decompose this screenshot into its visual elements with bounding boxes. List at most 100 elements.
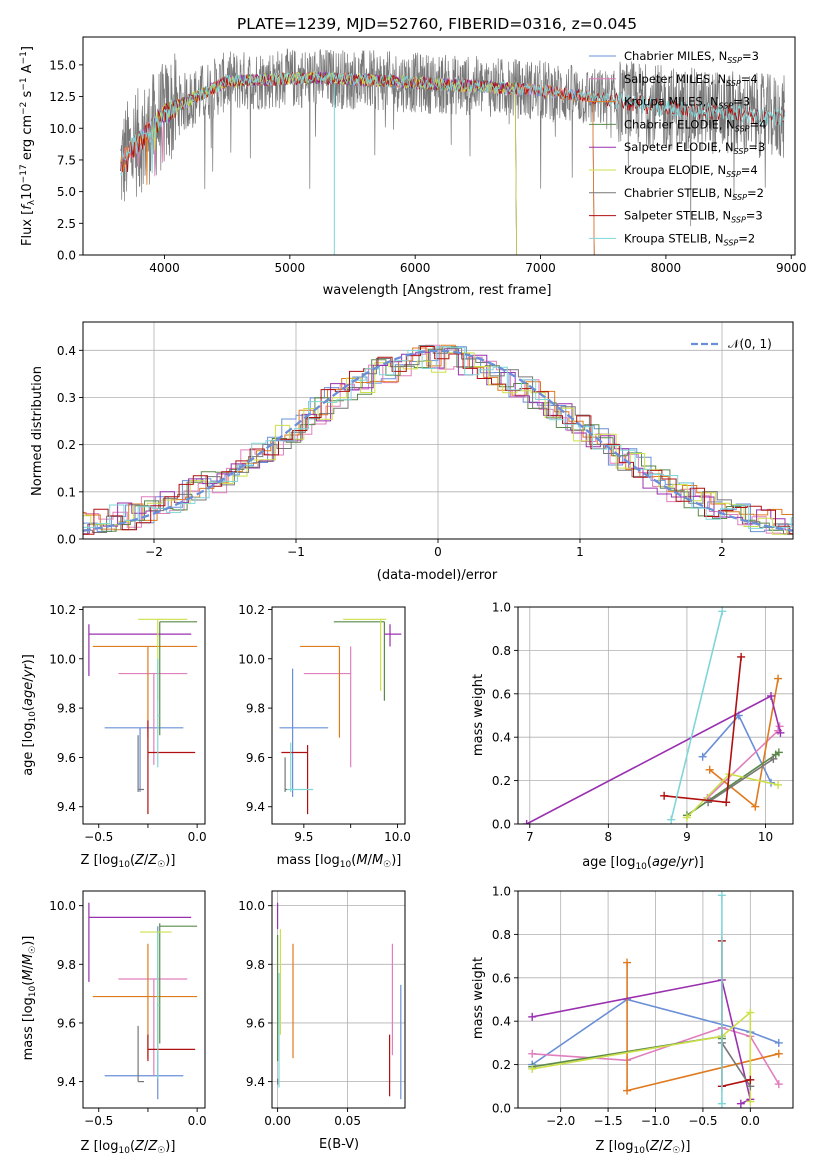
x-tick-label: 1 — [576, 545, 584, 559]
x-tick-label: 0 — [434, 545, 442, 559]
y-tick-label: 10.0 — [49, 899, 76, 913]
x-tick-label: 9.5 — [294, 830, 313, 844]
spectrum-ylabel: Flux [fλ10−17 erg cm−2 s−1 A−1] — [19, 46, 37, 246]
mass-Z-ylabel: mass [log10(M/M☉)] — [21, 936, 38, 1061]
spectrum-line — [120, 71, 786, 176]
residuals-ylabel: Normed distribution — [30, 366, 45, 496]
y-tick-label: 2.5 — [57, 217, 76, 231]
residual-histogram — [83, 346, 793, 535]
spectrum-xlabel: wavelength [Angstrom, rest frame] — [323, 283, 552, 298]
axes-frame — [271, 890, 406, 1109]
y-tick-label: 0.4 — [492, 1015, 511, 1029]
x-tick-label: 0.05 — [334, 1114, 361, 1128]
mass-vs-EBV-panel: 0.00 0.05 9.4 9.6 9.8 10.0 — [238, 890, 406, 1128]
legend-label: Kroupa ELODIE, NSSP=4 — [624, 163, 758, 179]
plot-area — [120, 48, 786, 255]
x-tick-label: 0.0 — [188, 1114, 207, 1128]
x-tick-label: 6000 — [400, 261, 431, 275]
x-tick-label: 8 — [605, 830, 613, 844]
weight-age-ylabel: mass weight — [471, 674, 486, 756]
y-tick-label: 0.0 — [57, 249, 76, 263]
y-tick-label: 1.0 — [492, 601, 511, 615]
normal-curve — [83, 349, 793, 532]
y-tick-label: 9.8 — [57, 958, 76, 972]
x-tick-label: −1.5 — [594, 1114, 623, 1128]
x-tick-label: 7 — [526, 830, 534, 844]
axes-frame — [82, 606, 206, 825]
age-vs-Z-panel: −0.5 0.0 9.4 9.6 9.8 10.0 10.2 — [49, 603, 206, 844]
y-tick-label: 10.0 — [238, 652, 265, 666]
y-tick-label: 0.8 — [492, 644, 511, 658]
plot-area — [88, 902, 198, 1100]
y-tick-label: 9.6 — [57, 751, 76, 765]
y-tick-label: 9.8 — [57, 702, 76, 716]
y-tick-label: 0.1 — [57, 485, 76, 499]
y-tick-label: 9.4 — [57, 1075, 76, 1089]
weight-vs-age-panel: 7 8 9 10 0.0 0.2 0.4 0.6 0.8 1.0 — [492, 601, 794, 844]
x-tick-label: 9 — [683, 830, 691, 844]
legend-label: 𝒩(0, 1) — [728, 337, 772, 351]
spectrum-title: PLATE=1239, MJD=52760, FIBERID=0316, z=0… — [237, 15, 637, 33]
legend-label: Kroupa STELIB, NSSP=2 — [624, 231, 755, 247]
y-tick-label: 7.5 — [57, 153, 76, 167]
x-tick-label: −1 — [287, 545, 305, 559]
y-tick-label: 0.2 — [57, 438, 76, 452]
weight-line — [707, 758, 774, 803]
y-tick-label: 0.2 — [492, 774, 511, 788]
x-tick-label: −2 — [145, 545, 163, 559]
residuals-panel: −2 −1 0 1 2 0.0 0.1 0.2 0.3 0.4 𝒩(0, 1) — [57, 321, 794, 559]
x-tick-label: 0.0 — [741, 1114, 760, 1128]
y-tick-label: 0.8 — [492, 928, 511, 942]
residual-histogram — [83, 344, 793, 531]
plot-area — [528, 891, 783, 1108]
age-Z-ylabel: age [log10(age/yr)] — [21, 654, 38, 776]
y-tick-label: 9.8 — [246, 958, 265, 972]
x-tick-label: 0.00 — [264, 1114, 291, 1128]
weight-Z-ylabel: mass weight — [471, 957, 486, 1039]
y-tick-label: 0.3 — [57, 391, 76, 405]
axes-frame — [517, 606, 794, 825]
y-tick-label: 12.5 — [49, 90, 76, 104]
plot-area — [279, 618, 402, 815]
y-tick-label: 0.0 — [492, 1102, 511, 1116]
plot-area — [88, 618, 198, 815]
x-tick-label: 8000 — [651, 261, 682, 275]
legend-label: Chabrier ELODIE, NSSP=4 — [624, 117, 766, 133]
age-vs-mass-panel: 9.5 10.0 9.4 9.6 9.8 10.0 10.2 — [238, 603, 411, 844]
legend-label: Salpeter STELIB, NSSP=3 — [624, 209, 763, 225]
y-tick-label: 10.0 — [49, 122, 76, 136]
plot-area — [522, 607, 785, 824]
y-tick-label: 0.0 — [492, 818, 511, 832]
x-tick-label: 2 — [718, 545, 726, 559]
y-tick-label: 10.2 — [49, 603, 76, 617]
y-tick-label: 9.4 — [246, 1075, 265, 1089]
x-tick-label: 7000 — [525, 261, 556, 275]
plot-area — [83, 344, 793, 535]
y-tick-label: 10.2 — [238, 603, 265, 617]
spectrum-line — [120, 48, 786, 227]
y-tick-label: 0.4 — [57, 344, 76, 358]
x-tick-label: −0.5 — [84, 830, 113, 844]
axes-frame — [271, 606, 406, 825]
weight-line — [531, 998, 780, 1066]
y-tick-label: 10.0 — [238, 899, 265, 913]
x-tick-label: 10.0 — [384, 830, 411, 844]
legend-label: Chabrier MILES, NSSP=3 — [624, 49, 759, 65]
mass-vs-Z-panel: −0.5 0.0 9.4 9.6 9.8 10.0 — [49, 890, 207, 1128]
y-tick-label: 0.6 — [492, 687, 511, 701]
axes-frame — [82, 36, 796, 256]
weight-age-xlabel: age [log10(age/yr)] — [582, 855, 704, 872]
y-tick-label: 5.0 — [57, 185, 76, 199]
mass-EBV-xlabel: E(B-V) — [319, 1137, 359, 1152]
legend-label: Salpeter MILES, NSSP=4 — [624, 72, 758, 88]
weight-Z-xlabel: Z [log10(Z/Z☉)] — [596, 1139, 691, 1156]
weight-line — [532, 1010, 752, 1102]
weight-line — [721, 1042, 751, 1087]
x-tick-label: 0.0 — [188, 830, 207, 844]
y-tick-label: 0.2 — [492, 1058, 511, 1072]
y-tick-label: 10.0 — [49, 652, 76, 666]
x-tick-label: −0.5 — [688, 1114, 717, 1128]
plot-area — [277, 902, 402, 1100]
y-tick-label: 15.0 — [49, 58, 76, 72]
